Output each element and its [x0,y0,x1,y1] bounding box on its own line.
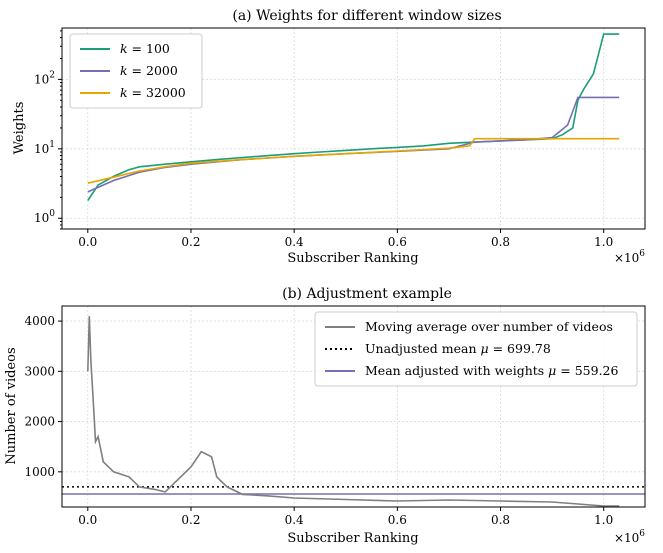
panel-a-weights: (a) Weights for different window sizes 0… [12,8,646,266]
panel-b-title: (b) Adjustment example [282,286,452,302]
x-tick-label: 0.2 [181,513,200,527]
panel-a-series [87,33,620,201]
panel-b-legend: Moving average over number of videos Unad… [314,311,638,387]
series-line [87,33,620,201]
y-tick-label: 101 [34,140,55,156]
series-line [87,137,620,184]
panel-a-ticks: 0.0 0.2 0.4 0.6 0.8 1.0 100 101 102 [34,30,613,249]
panel-b-xlabel: Subscriber Ranking [287,531,418,546]
panel-b-series [62,316,645,507]
legend-label: k = 32000 [120,85,186,100]
x-tick-label: 0.2 [181,235,200,249]
legend-label: k = 100 [120,41,170,56]
y-tick-label: 2000 [24,415,55,429]
panel-a-x-exponent: ×106 [614,249,645,265]
legend-label: Mean adjusted with weights μ = 559.26 [365,363,619,378]
x-tick-label: 0.4 [285,513,304,527]
panel-b-ticks: 0.0 0.2 0.4 0.6 0.8 1.0 1000 2000 3000 4000 [24,314,613,527]
y-tick-label: 3000 [24,364,55,378]
x-tick-label: 1.0 [594,513,613,527]
x-tick-label: 0.6 [388,513,407,527]
panel-b-axes-frame [61,305,646,508]
x-tick-label: 0.4 [285,235,304,249]
y-tick-label: 1000 [24,465,55,479]
panel-a-title: (a) Weights for different window sizes [232,8,501,24]
x-tick-label: 0.8 [491,513,510,527]
x-tick-label: 0.0 [78,235,97,249]
panel-b-x-exponent: ×106 [614,529,645,545]
x-tick-label: 0.0 [78,513,97,527]
panel-a-axes-frame [61,27,646,230]
panel-a-legend: k = 100 k = 2000 k = 32000 [69,33,203,109]
panel-a-xlabel: Subscriber Ranking [287,251,418,266]
panel-b-ylabel: Number of videos [4,347,19,464]
y-tick-label: 100 [34,209,55,225]
legend-label: k = 2000 [120,63,178,78]
panel-a-ylabel: Weights [12,102,27,155]
series-line [87,316,620,507]
legend-box [314,311,638,387]
x-tick-label: 0.6 [388,235,407,249]
y-tick-label: 4000 [24,314,55,328]
panel-b-adjustment: (b) Adjustment example 0.0 0.2 0.4 0.6 0.8 1.… [4,286,646,546]
y-tick-label: 102 [34,70,55,86]
x-tick-label: 1.0 [594,235,613,249]
legend-label: Unadjusted mean μ = 699.78 [365,341,551,356]
legend-label: Moving average over number of videos [365,319,613,334]
series-line [87,96,620,193]
x-tick-label: 0.8 [491,235,510,249]
legend-box [69,33,203,109]
